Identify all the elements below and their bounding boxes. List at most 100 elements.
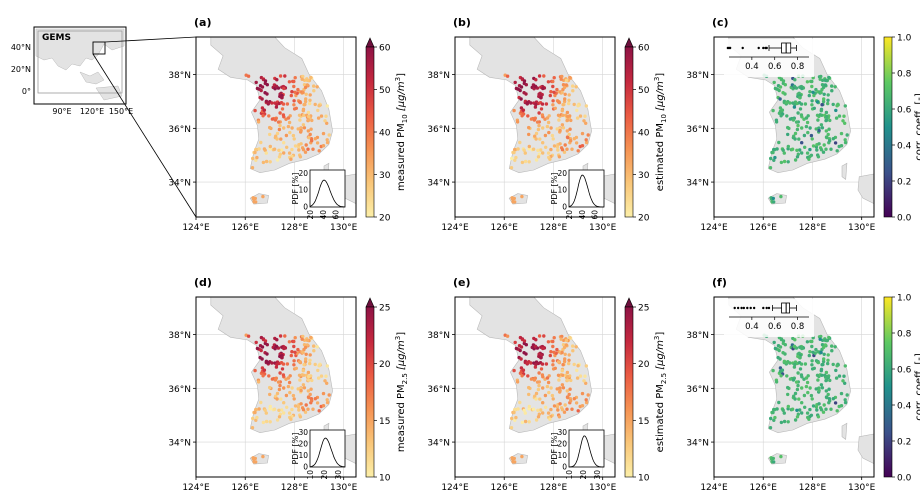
station-point xyxy=(560,408,565,412)
station-point xyxy=(821,150,826,154)
station-point xyxy=(324,374,328,378)
colorbar-tick-label: 20 xyxy=(638,214,650,224)
station-point xyxy=(513,407,517,412)
boxplot-tick-label: 0.4 xyxy=(745,62,759,72)
station-point xyxy=(814,87,818,92)
station-point xyxy=(545,124,550,129)
station-point xyxy=(279,137,283,141)
pdf-curve xyxy=(309,179,345,208)
station-point xyxy=(834,368,838,373)
station-point xyxy=(519,357,523,361)
station-point xyxy=(807,353,811,358)
station-point xyxy=(819,383,824,387)
station-point xyxy=(275,362,279,367)
station-point xyxy=(799,113,804,117)
station-point xyxy=(312,349,316,353)
station-point xyxy=(772,460,776,464)
pdf-ytick-label: 10 xyxy=(298,186,308,195)
station-point xyxy=(534,418,539,422)
station-point xyxy=(274,344,279,348)
station-point xyxy=(771,150,775,155)
station-point xyxy=(817,402,821,406)
station-point xyxy=(565,129,569,133)
station-point xyxy=(527,392,531,397)
station-point xyxy=(793,397,797,401)
station-point xyxy=(772,200,776,204)
colorbar xyxy=(624,46,634,218)
station-point xyxy=(274,105,279,109)
lon-tick-label: 126°E xyxy=(750,223,778,233)
station-point xyxy=(549,90,553,94)
station-point xyxy=(794,380,799,384)
panel-label: (c) xyxy=(712,16,729,29)
station-point xyxy=(558,388,562,393)
station-point xyxy=(830,84,834,88)
station-point xyxy=(317,409,321,413)
station-point xyxy=(505,334,510,338)
japan-land xyxy=(857,173,875,205)
colorbar-tick-label: 10 xyxy=(379,474,391,484)
station-point xyxy=(800,86,804,91)
station-point xyxy=(565,389,569,393)
station-point xyxy=(586,133,590,137)
station-point xyxy=(561,343,566,347)
station-point xyxy=(561,373,565,377)
boxplot-inset: 0.4 0.6 0.8 xyxy=(724,299,814,337)
station-point xyxy=(512,108,516,113)
panel-label: (d) xyxy=(194,276,212,289)
station-point xyxy=(773,415,777,420)
station-point xyxy=(793,137,797,141)
station-point xyxy=(292,363,296,367)
station-point xyxy=(302,113,306,118)
station-point xyxy=(546,151,551,155)
station-point xyxy=(321,391,326,396)
station-point xyxy=(817,128,821,133)
station-point xyxy=(542,334,546,338)
station-point xyxy=(310,139,314,143)
boxplot-outlier xyxy=(746,306,749,310)
station-point xyxy=(312,89,316,93)
pdf-xtick-label: 20 xyxy=(306,210,315,220)
station-point xyxy=(536,148,540,152)
station-point xyxy=(769,416,773,421)
station-point xyxy=(819,369,823,373)
pdf-curve xyxy=(568,435,604,468)
station-point xyxy=(535,120,540,124)
station-point xyxy=(772,340,776,345)
station-point xyxy=(824,118,829,122)
station-point xyxy=(297,360,302,364)
station-point xyxy=(307,135,311,140)
station-point xyxy=(586,393,590,397)
station-point xyxy=(534,362,538,367)
station-point xyxy=(810,339,814,344)
station-point xyxy=(307,374,311,379)
station-point xyxy=(551,397,555,401)
station-point xyxy=(834,116,839,120)
station-point xyxy=(327,133,331,137)
station-point xyxy=(529,377,534,381)
colorbar xyxy=(365,46,375,218)
station-point xyxy=(533,105,538,109)
station-point xyxy=(565,378,570,382)
station-point xyxy=(267,374,271,378)
station-point xyxy=(830,349,834,353)
station-point xyxy=(792,365,797,369)
station-point xyxy=(299,402,303,406)
station-point xyxy=(560,123,565,127)
station-point xyxy=(786,132,790,137)
station-point xyxy=(303,150,308,154)
lon-tick-label: 128°E xyxy=(540,223,568,233)
station-point xyxy=(826,353,830,357)
colorbar-tick-label: 0.4 xyxy=(897,142,912,152)
station-point xyxy=(268,385,272,390)
station-point xyxy=(799,102,804,106)
station-point xyxy=(293,90,297,95)
station-point xyxy=(273,118,278,122)
pdf-inset-frame xyxy=(309,429,346,468)
station-point xyxy=(307,395,311,400)
station-point xyxy=(815,148,819,152)
station-point xyxy=(268,160,272,164)
lat-tick-label: 38°N xyxy=(427,331,450,341)
station-point xyxy=(257,147,261,151)
station-point xyxy=(568,75,572,80)
